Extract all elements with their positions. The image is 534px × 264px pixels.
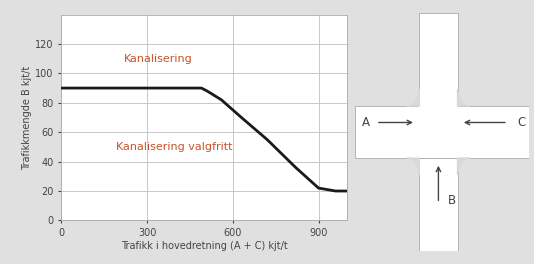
Polygon shape	[458, 89, 470, 106]
Text: Kanalisering valgfritt: Kanalisering valgfritt	[116, 142, 232, 152]
Text: B: B	[448, 194, 457, 208]
Text: Kanalisering: Kanalisering	[124, 54, 193, 64]
Polygon shape	[407, 158, 419, 175]
Bar	[419, 106, 458, 158]
Polygon shape	[407, 89, 419, 106]
X-axis label: Trafikk i hovedretning (A + C) kjt/t: Trafikk i hovedretning (A + C) kjt/t	[121, 241, 288, 251]
Text: C: C	[517, 116, 526, 129]
Y-axis label: Trafikkmengde B kjt/t: Trafikkmengde B kjt/t	[22, 65, 33, 169]
Polygon shape	[458, 158, 470, 175]
Bar	[419, 158, 458, 251]
Bar	[419, 13, 458, 106]
Text: A: A	[362, 116, 370, 129]
Bar	[355, 106, 529, 158]
